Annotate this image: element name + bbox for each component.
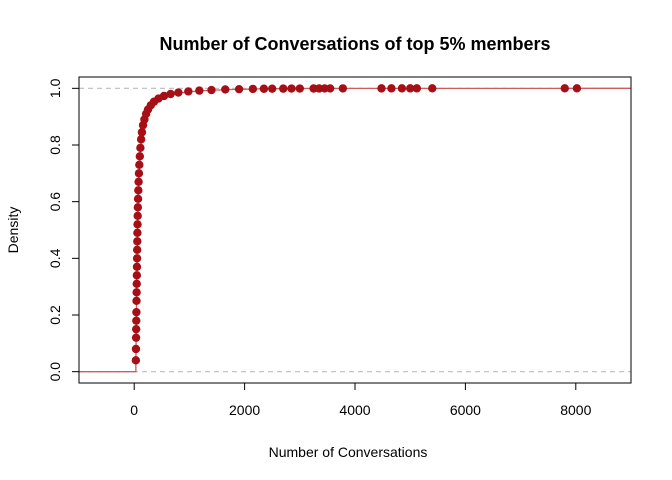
data-point [174, 88, 183, 97]
data-point [428, 84, 437, 93]
data-point [207, 85, 216, 95]
data-point [133, 211, 142, 221]
data-point [221, 85, 230, 94]
data-point [295, 84, 304, 93]
data-point [136, 135, 146, 144]
data-point [184, 87, 193, 96]
data-point [387, 84, 396, 93]
data-point [131, 324, 141, 334]
chart-title: Number of Conversations of top 5% member… [159, 34, 550, 54]
data-point [134, 169, 144, 178]
data-point [132, 271, 142, 280]
data-point [166, 89, 175, 99]
data-point [134, 177, 143, 187]
data-point [133, 194, 143, 204]
data-point [572, 84, 582, 93]
data-point [406, 84, 415, 93]
data-point [412, 84, 422, 93]
data-point [133, 237, 142, 246]
data-point [234, 84, 244, 94]
data-point [325, 84, 335, 93]
data-point [132, 296, 141, 306]
data-point [159, 91, 169, 101]
y-tick-label: 0.2 [47, 305, 63, 325]
data-point [132, 245, 142, 255]
data-point [133, 203, 143, 212]
data-point [131, 344, 141, 354]
data-point [136, 143, 145, 153]
data-point [279, 84, 288, 93]
y-tick-label: 0.8 [47, 135, 63, 155]
x-axis-label: Number of Conversations [269, 444, 428, 460]
data-point [377, 84, 386, 93]
data-point [135, 152, 145, 161]
data-point [132, 262, 142, 272]
y-tick-label: 0.6 [47, 192, 63, 212]
data-point [132, 316, 141, 325]
data-point [397, 84, 407, 93]
data-point [268, 84, 277, 93]
y-tick-label: 0.0 [47, 362, 63, 382]
data-point [132, 279, 141, 289]
data-point [135, 160, 144, 170]
data-point [132, 254, 142, 263]
data-point [132, 288, 141, 297]
data-point [131, 333, 141, 342]
x-tick-label: 0 [130, 402, 138, 418]
data-point [560, 84, 569, 93]
plot-border [78, 76, 632, 384]
data-point [134, 186, 143, 195]
plot-area: 0 2000 4000 6000 8000 0.0 0.2 0.4 0.6 0.8 1.0 [47, 76, 632, 418]
data-point [248, 84, 258, 94]
data-point [132, 307, 141, 317]
x-tick-label: 6000 [450, 402, 481, 418]
data-point [259, 84, 269, 93]
data-point [287, 84, 296, 93]
data-point [195, 86, 204, 95]
data-point [133, 228, 142, 238]
x-tick-label: 4000 [339, 402, 370, 418]
x-tick-label: 8000 [560, 402, 591, 418]
x-tick-label: 2000 [229, 402, 260, 418]
data-point [137, 128, 147, 137]
data-point [133, 220, 142, 229]
data-point [131, 356, 141, 365]
y-axis-label: Density [5, 207, 21, 254]
y-tick-label: 1.0 [47, 78, 63, 98]
ecdf-step-line [79, 87, 631, 373]
data-point [338, 84, 348, 93]
y-tick-label: 0.4 [47, 248, 63, 268]
